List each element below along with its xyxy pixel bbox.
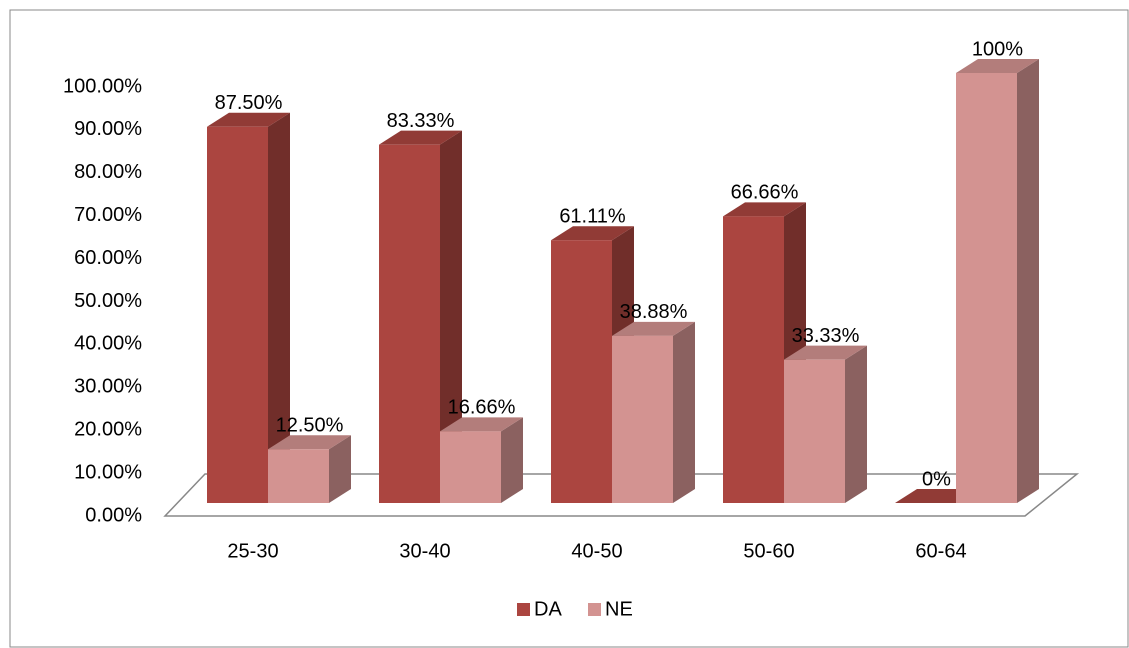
bar — [956, 59, 1039, 503]
bar-top — [379, 130, 462, 145]
x-tick-label: 60-64 — [915, 540, 966, 562]
bar — [379, 130, 462, 503]
legend-swatch — [517, 603, 530, 616]
bar-side — [268, 112, 290, 503]
bar — [207, 112, 290, 503]
bar-top — [551, 226, 634, 241]
data-label: 100% — [972, 38, 1023, 60]
y-tick-label: 60.00% — [74, 247, 142, 269]
bar-side — [673, 321, 695, 503]
legend-swatch — [588, 603, 601, 616]
x-tick-label: 25-30 — [227, 540, 278, 562]
bar-side — [440, 130, 462, 503]
bar-front — [723, 216, 784, 503]
data-label: 33.33% — [792, 325, 860, 347]
data-label: 61.11% — [559, 206, 626, 228]
bar-front — [551, 240, 612, 504]
legend-label: NE — [605, 598, 633, 620]
bar-front — [956, 73, 1017, 503]
bar-side — [845, 345, 867, 503]
x-tick-label: 40-50 — [571, 540, 622, 562]
bar-front — [440, 431, 501, 503]
data-label: 12.50% — [276, 415, 344, 437]
bar — [784, 345, 867, 503]
bar-side — [501, 417, 523, 503]
x-tick-label: 30-40 — [399, 540, 450, 562]
data-label: 87.50% — [215, 92, 283, 114]
bar-side — [1017, 59, 1039, 503]
bar-top — [956, 59, 1039, 73]
bar-top — [268, 435, 351, 450]
bar-top — [612, 321, 695, 336]
bar-top — [207, 112, 290, 127]
data-label: 38.88% — [620, 301, 688, 323]
y-tick-label: 10.00% — [74, 461, 142, 483]
y-tick-label: 70.00% — [74, 204, 142, 226]
y-tick-label: 20.00% — [74, 418, 142, 440]
y-tick-label: 90.00% — [74, 118, 142, 140]
data-label: 0% — [922, 468, 951, 490]
y-tick-label: 30.00% — [74, 376, 142, 398]
bar — [268, 435, 351, 503]
y-tick-label: 80.00% — [74, 161, 142, 183]
bar-side — [329, 435, 351, 503]
bar-front — [612, 335, 673, 503]
bar-top — [723, 202, 806, 217]
y-tick-label: 0.00% — [85, 504, 142, 526]
bar-front — [784, 359, 845, 503]
y-tick-label: 40.00% — [74, 333, 142, 355]
floor — [163, 473, 1080, 517]
bar-front — [379, 144, 440, 503]
bar — [440, 417, 523, 503]
legend-label: DA — [534, 598, 562, 620]
bar-front — [207, 126, 268, 503]
data-label: 66.66% — [731, 182, 799, 204]
y-tick-label: 50.00% — [74, 290, 142, 312]
y-tick-label: 100.00% — [63, 75, 142, 97]
bar-front — [268, 449, 329, 503]
bar — [612, 321, 695, 503]
data-label: 16.66% — [448, 397, 516, 419]
bar-top — [440, 417, 523, 432]
data-label: 83.33% — [387, 110, 455, 132]
bar-top — [784, 345, 867, 360]
x-tick-label: 50-60 — [743, 540, 794, 562]
